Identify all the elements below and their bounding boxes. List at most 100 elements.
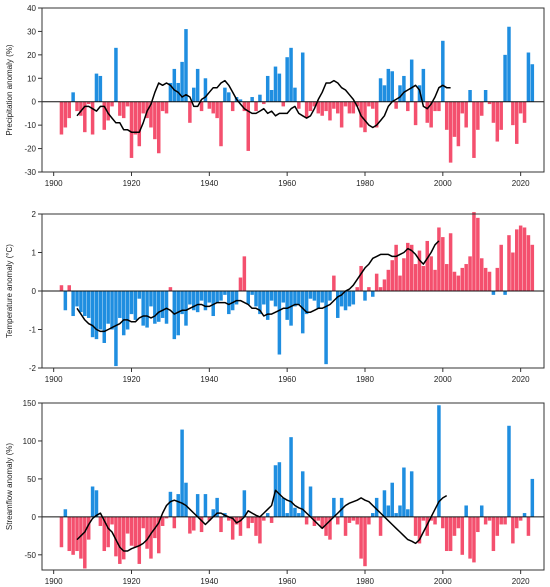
temperature-bar <box>312 291 317 301</box>
precipitation-bar <box>518 101 523 114</box>
streamflow-x-tick-label: 2000 <box>434 577 452 586</box>
streamflow-bar <box>219 516 223 533</box>
precipitation-bar <box>133 101 138 135</box>
streamflow-bar <box>487 516 492 521</box>
streamflow-bar <box>444 516 449 552</box>
streamflow-bar <box>172 516 177 529</box>
temperature-bar <box>448 233 453 291</box>
streamflow-bar <box>211 509 215 517</box>
streamflow-bar <box>63 509 68 517</box>
streamflow-x-tick-label: 1960 <box>278 577 296 586</box>
precipitation-panel: -30 -20 -10 0 10 20 30 40 1900 1920 1940 1960 1980 20… <box>5 4 545 188</box>
temperature-x-tick-label: 2000 <box>434 375 452 384</box>
streamflow-bar <box>374 497 379 517</box>
precipitation-bar <box>452 101 457 137</box>
streamflow-bar <box>390 482 394 517</box>
temperature-bar <box>518 225 523 291</box>
temperature-bar <box>121 291 126 336</box>
temperature-bar <box>367 287 371 291</box>
temperature-bar <box>176 291 180 336</box>
precipitation-y-tick-label: -30 <box>24 168 36 177</box>
temperature-y-tick-label: -1 <box>29 326 37 335</box>
precipitation-y-tick-label: 40 <box>27 4 36 13</box>
precipitation-bar <box>332 101 336 109</box>
temperature-bar <box>102 291 107 343</box>
precipitation-bar <box>203 78 208 102</box>
temperature-bar <box>297 291 301 305</box>
temperature-bar <box>308 291 313 299</box>
precipitation-smoothed-line <box>76 79 451 133</box>
precipitation-bar <box>324 101 328 112</box>
precipitation-bar <box>472 101 476 158</box>
streamflow-bar <box>83 516 87 569</box>
precipitation-y-tick-label: -20 <box>24 145 36 154</box>
streamflow-bar <box>118 516 122 564</box>
temperature-bar <box>184 291 188 326</box>
streamflow-bar <box>499 516 503 525</box>
streamflow-bar <box>164 516 169 519</box>
streamflow-bar <box>336 516 340 525</box>
streamflow-bar <box>472 516 476 563</box>
temperature-bar <box>90 291 95 338</box>
temperature-bar <box>211 291 215 317</box>
precipitation-bar <box>192 87 196 102</box>
temperature-bar <box>59 285 64 291</box>
streamflow-bar <box>227 516 231 521</box>
streamflow-bar <box>297 513 301 517</box>
temperature-bar <box>230 291 235 311</box>
precipitation-bar <box>425 101 430 123</box>
precipitation-bar <box>238 99 243 102</box>
temperature-x-tick-label: 2020 <box>512 375 530 384</box>
temperature-bar <box>285 291 289 320</box>
streamflow-bar <box>437 405 441 517</box>
temperature-bar <box>530 244 535 291</box>
streamflow-bar <box>277 462 282 517</box>
precipitation-x-tick-label: 1900 <box>45 179 63 188</box>
precipitation-bar <box>207 101 212 109</box>
temperature-bar <box>246 291 250 305</box>
temperature-bar <box>336 291 340 318</box>
streamflow-bar <box>515 516 519 529</box>
streamflow-bar <box>71 516 75 555</box>
precipitation-bar <box>281 101 286 107</box>
temperature-bar <box>406 242 410 291</box>
streamflow-bar <box>258 516 262 544</box>
temperature-bar <box>378 287 383 291</box>
temperature-bar <box>86 291 91 318</box>
precipitation-bar <box>98 75 103 102</box>
streamflow-bar <box>429 516 433 521</box>
precipitation-bar <box>114 47 118 102</box>
precipitation-bar <box>180 61 184 102</box>
temperature-bar <box>168 287 173 291</box>
temperature-bar <box>355 287 359 291</box>
precipitation-y-tick-label: 10 <box>27 74 36 83</box>
temperature-bar <box>289 291 293 326</box>
temperature-y-tick-label: 2 <box>32 210 37 219</box>
streamflow-bar <box>125 516 130 534</box>
precipitation-bar <box>156 101 161 154</box>
temperature-bar <box>363 291 367 301</box>
precipitation-bar <box>351 101 356 114</box>
precipitation-y-tick-label: 30 <box>27 27 36 36</box>
temperature-bar <box>526 235 531 291</box>
precipitation-bar <box>511 101 515 126</box>
streamflow-bar <box>94 490 99 517</box>
streamflow-bar <box>406 509 410 517</box>
streamflow-x-tick-label: 1980 <box>356 577 374 586</box>
precipitation-bar <box>491 101 496 123</box>
temperature-bar <box>254 291 258 307</box>
streamflow-bar <box>238 516 243 536</box>
streamflow-bar <box>413 516 418 536</box>
precipitation-bar <box>413 101 418 126</box>
streamflow-bar <box>479 505 484 517</box>
streamflow-x-tick-label: 2020 <box>512 577 530 586</box>
temperature-bar <box>281 291 286 303</box>
streamflow-bar <box>265 513 270 517</box>
precipitation-bar <box>285 57 289 102</box>
precipitation-bar <box>530 64 535 102</box>
temperature-bar <box>343 291 348 311</box>
streamflow-bar <box>67 516 71 552</box>
temperature-bar <box>522 227 527 291</box>
temperature-bar <box>359 265 363 291</box>
streamflow-bar <box>110 516 114 525</box>
